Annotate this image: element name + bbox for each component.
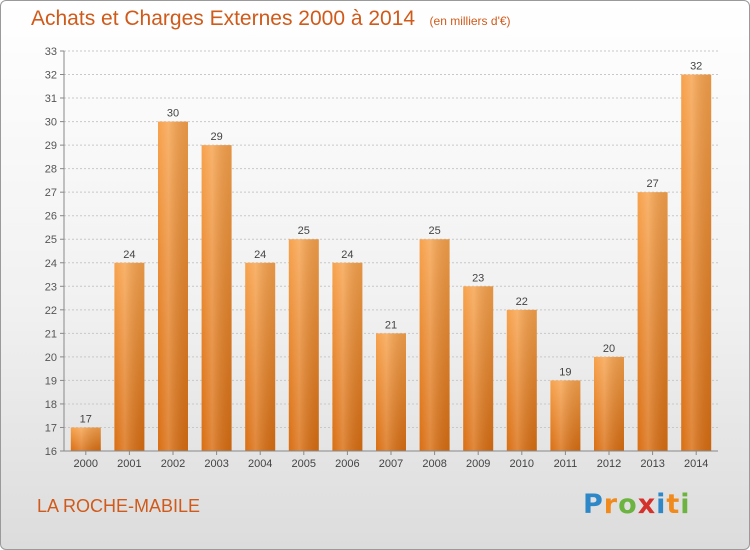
logo-letter: t	[666, 489, 681, 520]
y-tick-label: 22	[45, 305, 57, 317]
bar-layer: 17 24 30 29 24 25 24 21 25 23 22 19 20 27 32	[70, 61, 712, 452]
y-tick-label: 24	[45, 258, 57, 270]
x-tick-label: 2002	[161, 458, 185, 470]
bar-shine	[245, 262, 276, 451]
x-tick-label: 2011	[554, 458, 578, 470]
logo-letter: r	[603, 489, 619, 520]
bar-value-label: 25	[298, 225, 310, 237]
bar-shine	[550, 380, 581, 451]
y-tick-label: 33	[45, 46, 57, 58]
y-tick-label: 32	[45, 70, 57, 82]
y-tick-label: 19	[45, 375, 57, 387]
bar-shine	[419, 239, 450, 451]
bar-value-label: 25	[428, 225, 440, 237]
y-tick-label: 17	[45, 422, 57, 434]
y-tick-label: 26	[45, 211, 57, 223]
bar-shine	[594, 356, 624, 451]
proxiti-logo: Proxiti	[583, 489, 691, 520]
y-tick-label: 29	[45, 140, 57, 152]
bar-value-label: 20	[603, 343, 615, 355]
title-row: Achats et Charges Externes 2000 à 2014 (…	[31, 7, 511, 31]
y-tick-label: 31	[45, 93, 57, 105]
bar-value-label: 24	[254, 249, 266, 261]
bar-value-label: 32	[690, 61, 702, 73]
y-tick-label: 21	[45, 328, 57, 340]
x-tick-label: 2000	[74, 458, 98, 470]
x-tick-label: 2003	[204, 458, 228, 470]
bar-shine	[201, 145, 232, 451]
bar-value-label: 19	[559, 366, 571, 378]
chart-subtitle: (en milliers d'€)	[429, 14, 511, 28]
bar-shine	[637, 192, 668, 452]
y-tick-label: 28	[45, 164, 57, 176]
logo-letter: i	[656, 489, 667, 520]
y-tick-label: 20	[45, 352, 57, 364]
bar-shine	[463, 286, 494, 451]
logo-letter: o	[618, 489, 638, 520]
bar-shine	[158, 121, 188, 452]
chart-title: Achats et Charges Externes 2000 à 2014	[31, 7, 416, 30]
y-tick-label: 23	[45, 281, 57, 293]
x-tick-label: 2012	[597, 458, 621, 470]
x-tick-label: 2009	[466, 458, 490, 470]
axis-layer: 16 17 18 19 20 21 22 23 24 25 26 27 28 29 30 31 32 33 2000…	[45, 46, 718, 470]
y-tick-label: 25	[45, 234, 57, 246]
bar-shine	[288, 239, 319, 451]
x-tick-label: 2006	[335, 458, 359, 470]
y-tick-label: 30	[45, 117, 57, 129]
bar-shine	[506, 309, 537, 451]
x-tick-label: 2010	[510, 458, 534, 470]
location-name: LA ROCHE-MABILE	[37, 496, 201, 516]
bar-value-label: 24	[123, 249, 135, 261]
x-tick-label: 2013	[640, 458, 664, 470]
bar-value-label: 30	[167, 108, 179, 120]
bar-shine	[376, 333, 406, 451]
y-tick-label: 27	[45, 187, 57, 199]
bar-value-label: 24	[341, 249, 353, 261]
x-tick-label: 2008	[422, 458, 446, 470]
bar-value-label: 29	[210, 131, 222, 143]
logo-letter: P	[583, 489, 604, 520]
bar-value-label: 22	[516, 296, 528, 308]
x-tick-label: 2004	[248, 458, 272, 470]
bar-value-label: 27	[646, 178, 658, 190]
x-tick-label: 2007	[379, 458, 403, 470]
bar-shine	[681, 74, 712, 451]
bar-value-label: 21	[385, 319, 397, 331]
logo-letter: x	[637, 489, 657, 520]
x-tick-label: 2014	[684, 458, 708, 470]
y-tick-label: 18	[45, 399, 57, 411]
bar-value-label: 17	[80, 413, 92, 425]
x-tick-label: 2005	[292, 458, 316, 470]
bar-shine	[114, 262, 145, 451]
bar-value-label: 23	[472, 272, 484, 284]
y-tick-label: 16	[45, 446, 57, 458]
bar-shine	[70, 427, 101, 451]
logo-letter: i	[680, 489, 691, 520]
x-tick-label: 2001	[117, 458, 141, 470]
bar-shine	[332, 262, 363, 451]
